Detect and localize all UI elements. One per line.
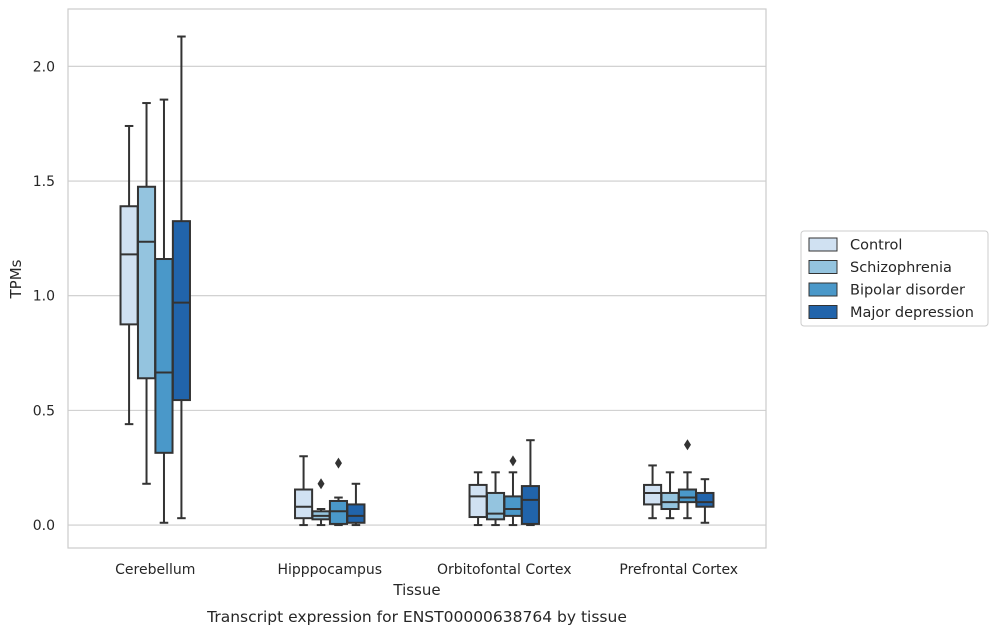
legend-swatch (808, 305, 838, 319)
box (695, 478, 715, 524)
x-tick-label: Cerebellum (115, 562, 195, 578)
box-body (695, 491, 715, 508)
outlier-point (509, 455, 517, 467)
series-control (119, 124, 663, 527)
box-series (119, 35, 715, 527)
box-body (171, 220, 191, 402)
legend-swatch (808, 282, 838, 297)
box (171, 35, 191, 520)
box-body (677, 488, 698, 504)
legend-swatch (808, 260, 838, 274)
box (294, 455, 314, 527)
box-body (468, 483, 488, 519)
x-tick-label: Orbitofontal Cortex (437, 562, 572, 578)
legend-label: Major depression (850, 305, 974, 321)
chart-caption: Transcript expression for ENST0000063876… (206, 608, 627, 626)
box (503, 455, 523, 527)
box-body (154, 258, 174, 454)
box-body (346, 503, 366, 524)
x-axis-title: Tissue (392, 581, 440, 599)
plot-area-frame (67, 8, 767, 549)
box (119, 124, 139, 426)
box (485, 471, 506, 527)
box-body (485, 491, 506, 521)
series-bipolar-disorder (154, 98, 698, 527)
legend-label: Schizophrenia (850, 260, 952, 276)
y-tick-label: 0.5 (33, 403, 55, 419)
x-tick-label: Hipppocampus (277, 562, 382, 578)
y-tick-label: 1.0 (33, 289, 55, 305)
y-axis-title: TPMs (7, 259, 25, 299)
outlier-point (683, 439, 691, 451)
series-schizophrenia (136, 102, 680, 527)
box (660, 471, 680, 520)
box (136, 102, 157, 485)
box-body (503, 495, 523, 517)
box-body (660, 491, 680, 511)
x-tick-labels: Cerebellum Hipppocampus Orbitofontal Corte… (115, 562, 738, 578)
legend-swatch (808, 237, 838, 252)
box-body (294, 488, 314, 520)
legend-label: Bipolar disorder (850, 283, 965, 299)
x-tick-label: Prefrontal Cortex (619, 562, 738, 578)
box (520, 439, 540, 527)
box (311, 478, 331, 527)
outlier-point (334, 457, 342, 469)
box (154, 98, 174, 524)
y-tick-label: 2.0 (33, 59, 55, 75)
box (328, 457, 349, 527)
legend: Control Schizophrenia Bipolar disorder Majo… (800, 230, 989, 327)
box-body (136, 185, 157, 380)
box (468, 471, 488, 527)
box (677, 439, 698, 520)
y-tick-labels: 0.0 0.5 1.0 1.5 2.0 (33, 59, 55, 534)
y-tick-label: 0.0 (33, 518, 55, 534)
legend-label: Control (850, 238, 902, 254)
box-body (328, 499, 349, 525)
legend-frame (800, 230, 989, 327)
series-major-depression (171, 35, 715, 527)
y-tick-label: 1.5 (33, 174, 55, 190)
box-body (520, 485, 540, 525)
box-body (119, 205, 139, 326)
box (643, 464, 663, 520)
box (346, 482, 366, 527)
box-body (643, 483, 663, 506)
outlier-point (317, 478, 325, 490)
